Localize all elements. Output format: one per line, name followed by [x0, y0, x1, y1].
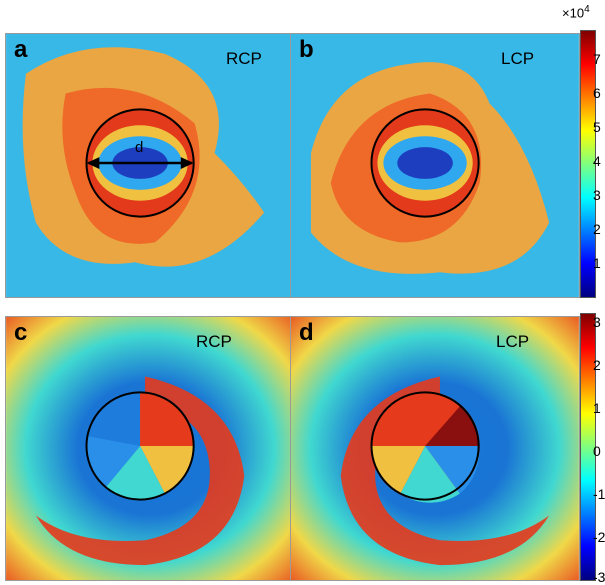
polarization-label-a: RCP — [226, 49, 262, 68]
panel-a-intensity-rcp: a RCP d — [5, 33, 295, 298]
colorbar-top-tick: 6 — [593, 85, 601, 101]
colorbar-phase — [580, 313, 596, 581]
aperture-circle — [370, 391, 480, 501]
colorbar-bottom-tick: 2 — [593, 357, 601, 373]
colorbar-bottom-tick: 1 — [593, 400, 601, 416]
colorbar-top-tick: 2 — [593, 221, 601, 237]
phase-map-c — [6, 317, 294, 580]
colorbar-top-tick: 1 — [593, 255, 601, 271]
colorbar-bottom-tick: 0 — [593, 443, 601, 459]
phase-map-d — [291, 317, 579, 580]
panel-c-phase-rcp: c RCP — [5, 316, 295, 581]
colorbar-top-tick: 5 — [593, 119, 601, 135]
panel-letter-b: b — [299, 36, 314, 63]
aperture-circle — [370, 108, 480, 218]
panel-letter-a: a — [14, 36, 28, 63]
aperture-circle — [85, 391, 195, 501]
panel-b-intensity-lcp: b LCP — [290, 33, 580, 298]
colorbar-top-tick: 7 — [593, 51, 601, 67]
panel-letter-d: d — [299, 319, 314, 346]
colorbar-bottom-tick: -3 — [593, 569, 605, 585]
colorbar-bottom-tick: -1 — [593, 486, 605, 502]
colorbar-top-tick: 4 — [593, 153, 601, 169]
intensity-map-a — [6, 34, 294, 297]
colorbar-multiplier: ×104 — [562, 4, 590, 21]
polarization-label-b: LCP — [501, 49, 535, 68]
colorbar-bottom-tick: 3 — [593, 314, 601, 330]
colorbar-bottom-tick: -2 — [593, 529, 605, 545]
polarization-label-d: LCP — [496, 332, 530, 351]
panel-d-phase-lcp: d LCP — [290, 316, 580, 581]
intensity-map-b — [291, 34, 579, 297]
colorbar-top-tick: 3 — [593, 187, 601, 203]
colorbar-intensity — [580, 30, 596, 298]
diameter-label: d — [135, 139, 144, 156]
polarization-label-c: RCP — [196, 332, 232, 351]
panel-letter-c: c — [14, 319, 28, 346]
